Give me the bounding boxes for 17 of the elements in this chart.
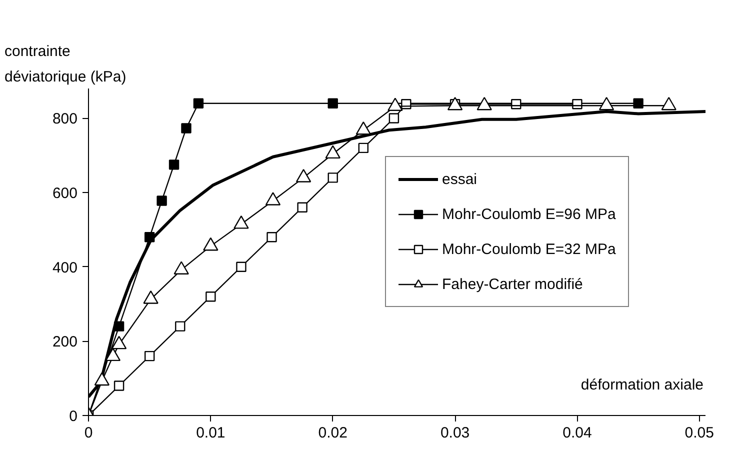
x-tick-label: 0 [84,424,93,442]
x-axis-title: déformation axiale [580,376,704,394]
y-axis-title: contrainte déviatorique (kPa) [4,43,126,86]
legend-label: Mohr-Coulomb E=96 MPa [442,206,616,222]
y-tick-label: 800 [52,110,78,128]
legend-label: Mohr-Coulomb E=32 MPa [442,240,616,258]
x-tick-label: 0.02 [318,424,348,442]
y-tick-label: 400 [52,259,78,276]
legend-label: essai [442,170,478,188]
x-tick-label: 0.04 [562,424,592,442]
x-tick-label: 0.01 [196,424,226,442]
x-tick-label: 0.05 [684,424,714,442]
y-tick-label: 0 [69,408,78,425]
y-tick-label: 200 [52,334,78,351]
x-tick-label: 0.03 [440,424,470,442]
y-tick-label: 600 [52,185,78,202]
legend-label: Fahey-Carter modifié [442,276,583,292]
